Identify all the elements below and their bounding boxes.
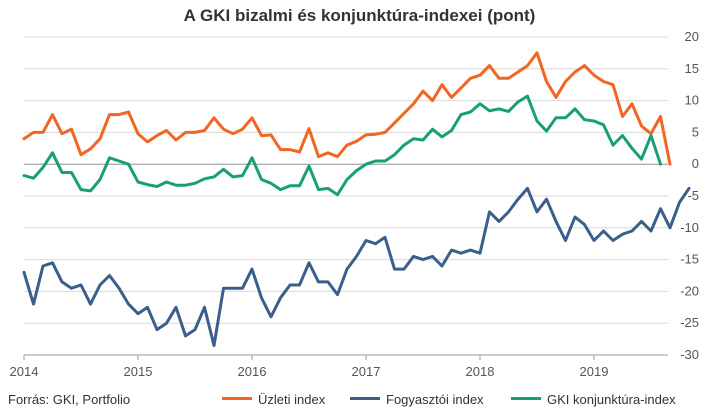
legend-item-fogyasztoi: Fogyasztói index — [350, 392, 484, 407]
legend-swatch-fogyasztoi — [350, 397, 380, 401]
legend-item-uzleti: Üzleti index — [222, 392, 325, 407]
legend-label-uzleti: Üzleti index — [258, 392, 326, 407]
series-line-gki-konjunktura-index — [22, 94, 662, 197]
x-tick-label: 2019 — [580, 364, 609, 379]
y-tick-label: 0 — [692, 156, 699, 171]
series-line-uzleti-index — [22, 51, 672, 166]
legend-label-konjunktura: GKI konjunktúra-index — [547, 392, 676, 407]
axes — [23, 163, 668, 360]
y-tick-label: -15 — [680, 252, 699, 267]
y-tick-label: -10 — [680, 220, 699, 235]
x-tick-label: 2014 — [10, 364, 39, 379]
y-tick-label: -25 — [680, 315, 699, 330]
legend-item-konjunktura: GKI konjunktúra-index — [511, 392, 676, 407]
series-line-fogyasztoi-index — [22, 186, 691, 347]
y-tick-label: -20 — [680, 283, 699, 298]
legend-swatch-uzleti — [222, 397, 252, 401]
series-lines — [22, 51, 691, 347]
legend-label-fogyasztoi: Fogyasztói index — [386, 392, 484, 407]
y-tick-label: 20 — [685, 29, 699, 44]
gridlines — [24, 36, 668, 356]
x-tick-label: 2015 — [124, 364, 153, 379]
y-tick-label: 10 — [685, 93, 699, 108]
chart-title: A GKI bizalmi és konjunktúra-indexei (po… — [183, 6, 536, 25]
x-tick-label: 2016 — [238, 364, 267, 379]
y-tick-label: 5 — [692, 124, 699, 139]
y-tick-label: -5 — [687, 188, 699, 203]
x-tick-label: 2017 — [352, 364, 381, 379]
y-tick-label: 15 — [685, 61, 699, 76]
legend-swatch-konjunktura — [511, 397, 541, 401]
x-tick-label: 2018 — [466, 364, 495, 379]
y-tick-label: -30 — [680, 347, 699, 362]
source-note: Forrás: GKI, Portfolio — [8, 392, 131, 407]
